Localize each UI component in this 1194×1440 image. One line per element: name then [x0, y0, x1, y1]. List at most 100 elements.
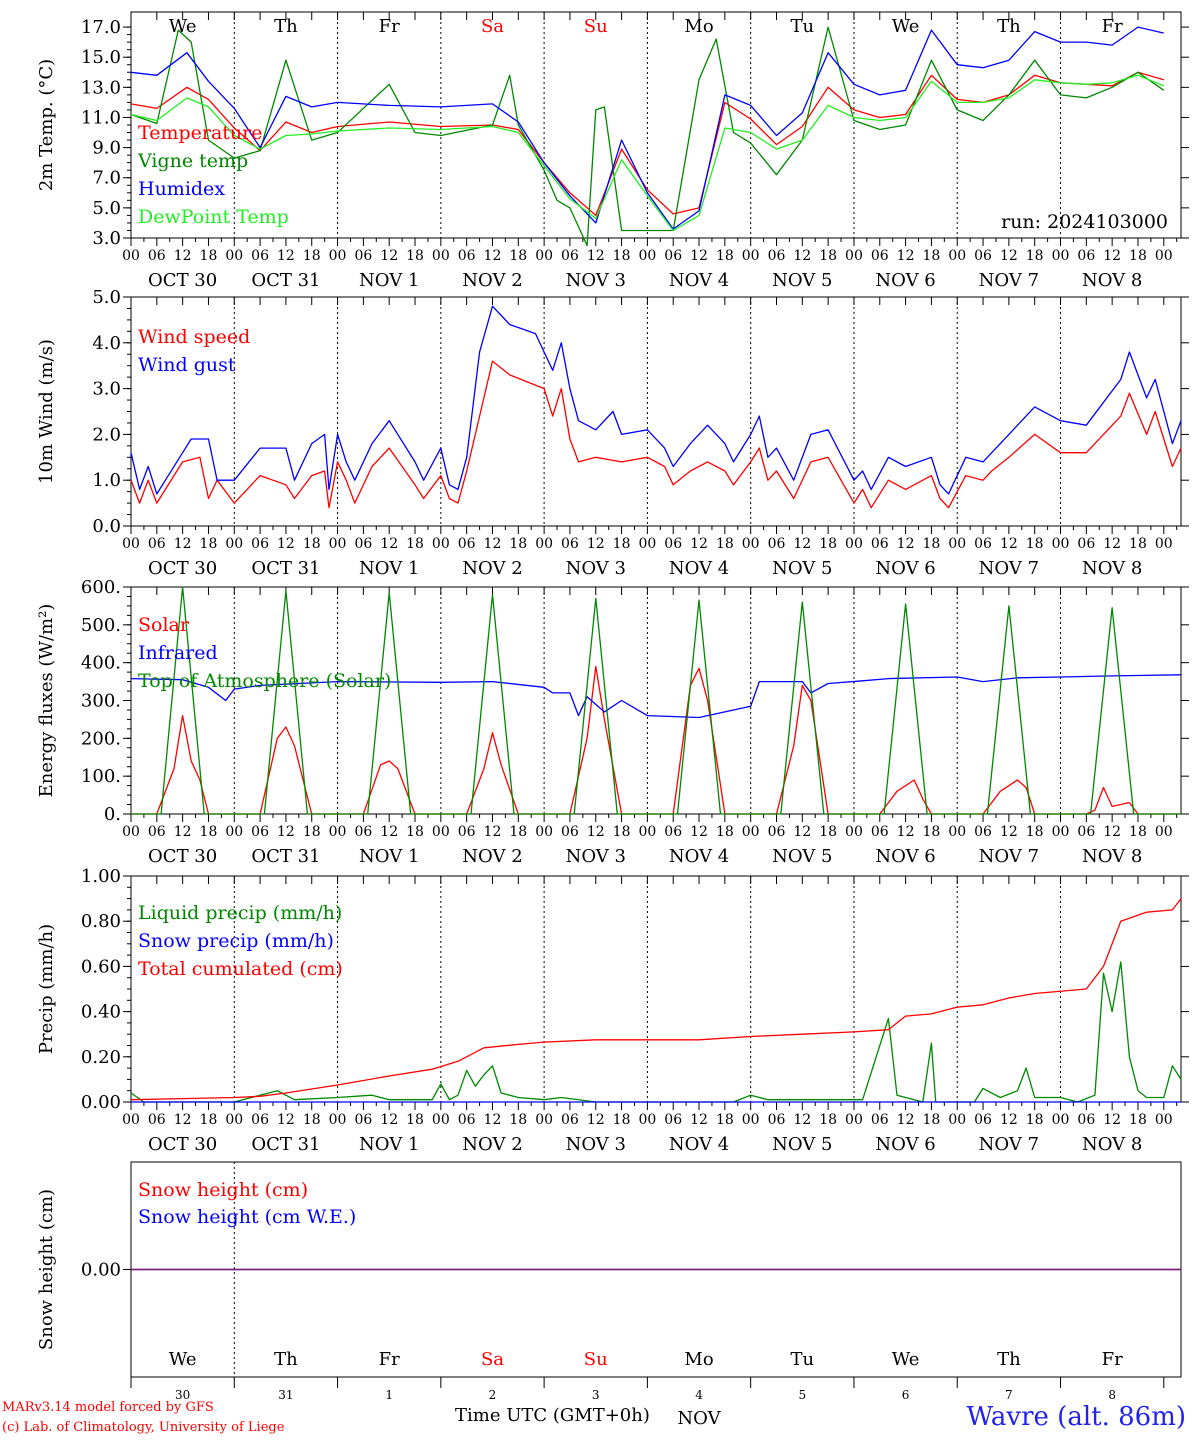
y-tick-label: 3.0: [92, 228, 121, 249]
x-hour-label: 12: [897, 1112, 915, 1128]
x-hour-label: 00: [432, 1112, 450, 1128]
x-hour-label: 06: [974, 536, 992, 552]
panel-frame: [130, 296, 1182, 527]
x-date-label: OCT 31: [251, 270, 320, 291]
x-hour-label: 00: [329, 824, 347, 840]
series-line-top-of-atmosphere-solar-: [131, 586, 1181, 815]
x-hour-label: 18: [1129, 248, 1147, 264]
x-hour-label: 18: [509, 248, 527, 264]
day-of-week-label: Th: [997, 16, 1021, 37]
panel-2: [123, 296, 1189, 534]
x-hour-label: 18: [200, 824, 218, 840]
x-hour-label: 12: [1103, 248, 1121, 264]
series-line-wind-gust: [130, 305, 1182, 495]
day-of-week-label: Fr: [379, 1349, 400, 1370]
month-label: NOV: [677, 1408, 721, 1429]
x-hour-label: 00: [845, 248, 863, 264]
x-hour-label: 06: [664, 824, 682, 840]
x-hour-label: 06: [148, 536, 166, 552]
x-date-label: NOV 5: [772, 1134, 832, 1155]
x-hour-label: 06: [664, 536, 682, 552]
x-hour-label: 18: [613, 248, 631, 264]
x-hour-label: 00: [329, 536, 347, 552]
run-label: run: 2024103000: [1001, 211, 1168, 233]
day-of-week-label: Mo: [684, 16, 713, 37]
series-line-dewpoint-temp: [130, 74, 1165, 232]
x-hour-label: 18: [200, 248, 218, 264]
x-date-label: NOV 1: [359, 846, 419, 867]
x-hour-label: 06: [768, 248, 786, 264]
legend-entry: Top of Atmosphere (Solar): [138, 670, 391, 692]
x-hour-label: 18: [200, 1112, 218, 1128]
x-hour-label: 18: [1026, 248, 1044, 264]
day-number-label: 2: [489, 1388, 497, 1402]
x-hour-label: 18: [716, 248, 734, 264]
x-hour-label: 06: [871, 1112, 889, 1128]
x-hour-label: 18: [922, 824, 940, 840]
x-hour-label: 00: [225, 1112, 243, 1128]
y-tick-label: 7.0: [92, 168, 121, 189]
x-hour-label: 18: [509, 824, 527, 840]
x-hour-label: 18: [922, 248, 940, 264]
x-hour-label: 06: [871, 824, 889, 840]
x-date-label: NOV 7: [979, 846, 1039, 867]
x-hour-label: 18: [716, 1112, 734, 1128]
x-date-label: NOV 8: [1082, 558, 1142, 579]
legend-entry: Total cumulated (cm): [138, 958, 343, 980]
legend-entry: DewPoint Temp: [138, 206, 289, 228]
x-hour-label: 06: [251, 248, 269, 264]
x-hour-label: 18: [819, 824, 837, 840]
x-hour-label: 18: [406, 536, 424, 552]
x-hour-label: 12: [1103, 1112, 1121, 1128]
x-hour-label: 00: [122, 536, 140, 552]
x-hour-label: 12: [1000, 536, 1018, 552]
x-hour-label: 00: [1052, 536, 1070, 552]
day-number-label: 1: [385, 1388, 393, 1402]
legend-entry: Temperature: [138, 122, 262, 144]
x-date-label: NOV 3: [566, 558, 626, 579]
x-hour-label: 00: [225, 248, 243, 264]
y-tick-label: 11.0: [81, 107, 121, 128]
x-hour-label: 00: [742, 536, 760, 552]
x-hour-label: 12: [277, 248, 295, 264]
x-date-label: NOV 5: [772, 270, 832, 291]
x-hour-label: 06: [664, 1112, 682, 1128]
x-hour-label: 12: [1000, 824, 1018, 840]
x-hour-label: 00: [1155, 824, 1173, 840]
x-date-label: NOV 5: [772, 558, 832, 579]
x-date-label: NOV 3: [566, 846, 626, 867]
day-number-label: 5: [798, 1388, 806, 1402]
x-hour-label: 12: [174, 1112, 192, 1128]
x-date-label: NOV 4: [669, 270, 729, 291]
y-tick-label: 5.0: [92, 198, 121, 219]
x-hour-label: 12: [793, 1112, 811, 1128]
time-axis-label: Time UTC (GMT+0h): [455, 1405, 650, 1426]
x-hour-label: 06: [561, 248, 579, 264]
day-number-label: 30: [175, 1388, 190, 1402]
legend-entry: Vigne temp: [137, 150, 248, 172]
x-hour-label: 06: [458, 248, 476, 264]
x-hour-label: 18: [406, 1112, 424, 1128]
x-hour-label: 00: [122, 824, 140, 840]
x-date-label: NOV 4: [669, 1134, 729, 1155]
x-hour-label: 12: [897, 824, 915, 840]
x-hour-label: 12: [897, 248, 915, 264]
y-tick-label: 0.80: [81, 911, 121, 932]
x-hour-label: 00: [225, 824, 243, 840]
x-hour-label: 12: [587, 824, 605, 840]
x-hour-label: 06: [974, 248, 992, 264]
x-hour-label: 18: [406, 248, 424, 264]
x-date-label: NOV 6: [875, 846, 935, 867]
day-of-week-label: Fr: [379, 16, 400, 37]
y-tick-label: 15.0: [81, 47, 121, 68]
x-hour-label: 12: [587, 248, 605, 264]
y-tick-label: 0.60: [81, 956, 121, 977]
x-hour-label: 00: [535, 248, 553, 264]
day-of-week-label: Mo: [684, 1349, 713, 1370]
x-date-label: NOV 7: [979, 1134, 1039, 1155]
day-of-week-label: Fr: [1102, 16, 1123, 37]
y-tick-label: 0.40: [81, 1002, 121, 1023]
x-hour-label: 12: [174, 536, 192, 552]
x-hour-label: 00: [122, 248, 140, 264]
x-date-label: NOV 2: [462, 558, 522, 579]
